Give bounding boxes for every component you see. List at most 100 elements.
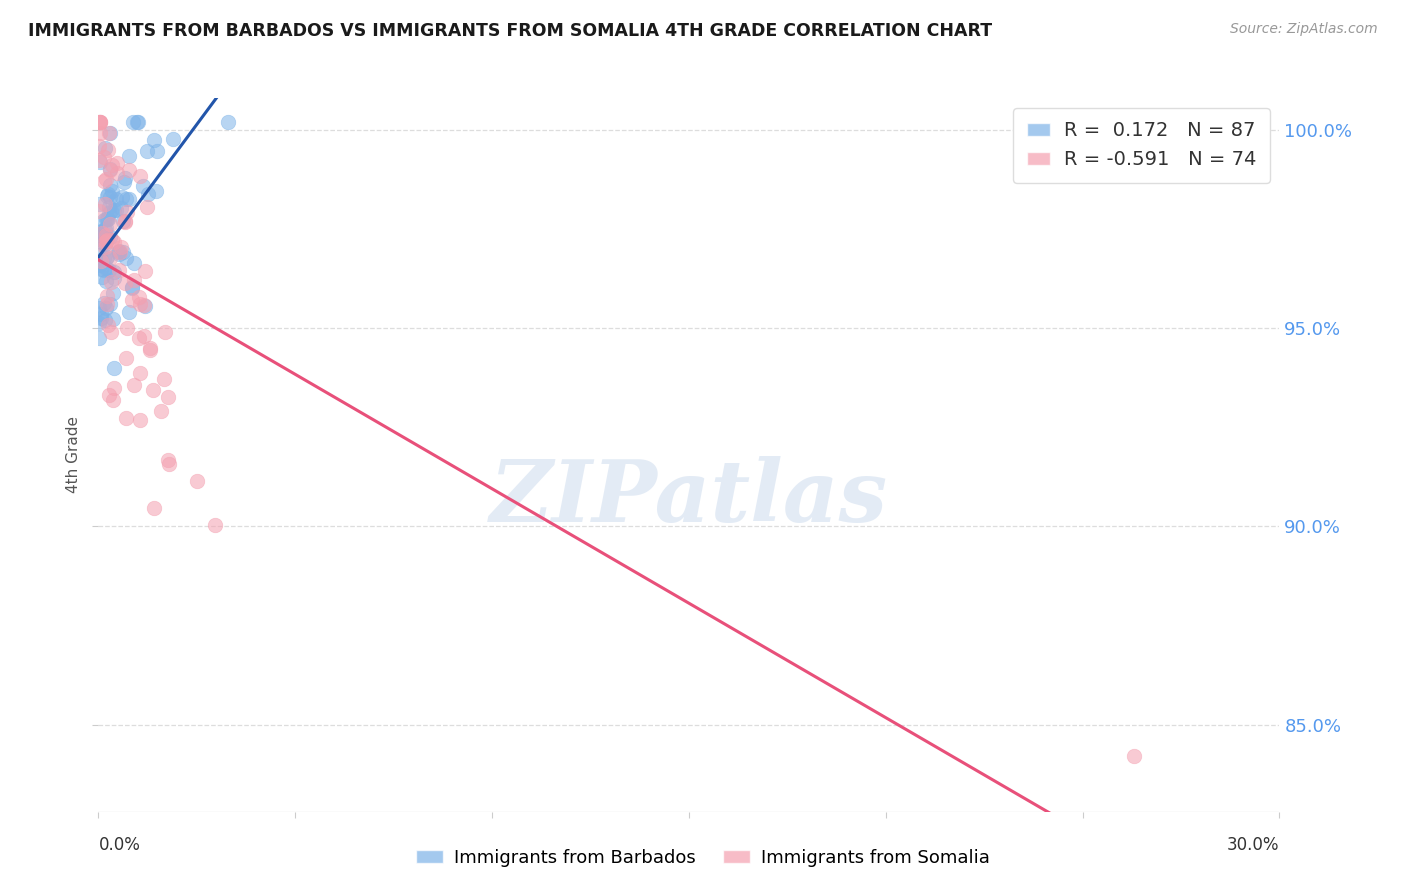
Point: [90, 252, 112, 267]
Point: [89, 316, 111, 330]
Point: [98, 263, 121, 277]
Point: [115, 351, 138, 366]
Point: [93, 150, 115, 164]
Point: [89, 115, 111, 129]
Point: [101, 393, 124, 408]
Point: [94, 221, 117, 235]
Point: [93, 262, 115, 277]
Point: [89, 330, 111, 344]
Point: [108, 263, 131, 277]
Point: [96, 211, 118, 226]
Point: [97, 186, 120, 201]
Point: [107, 247, 129, 261]
Point: [114, 215, 136, 229]
Point: [93, 230, 115, 244]
Point: [96, 260, 118, 275]
Point: [98, 205, 121, 219]
Point: [98, 297, 121, 311]
Point: [121, 279, 143, 293]
Point: [93, 213, 115, 227]
Point: [145, 185, 167, 199]
Point: [93, 295, 115, 310]
Point: [128, 290, 150, 304]
Point: [89, 115, 111, 129]
Point: [93, 197, 115, 211]
Point: [118, 192, 141, 206]
Point: [136, 200, 159, 214]
Point: [132, 179, 155, 194]
Point: [90, 229, 112, 244]
Point: [153, 372, 176, 386]
Point: [89, 248, 111, 262]
Point: [93, 174, 115, 188]
Point: [129, 366, 152, 380]
Point: [94, 301, 117, 315]
Point: [90, 307, 112, 321]
Point: [87, 301, 110, 315]
Point: [121, 281, 143, 295]
Point: [128, 413, 150, 427]
Point: [96, 251, 118, 265]
Point: [98, 251, 121, 265]
Point: [115, 192, 138, 206]
Point: [89, 115, 111, 129]
Point: [156, 453, 179, 467]
Point: [98, 126, 121, 140]
Point: [204, 518, 226, 533]
Text: ZIPatlas: ZIPatlas: [489, 456, 889, 540]
Point: [98, 230, 121, 244]
Point: [1122, 749, 1144, 764]
Point: [103, 202, 125, 217]
Point: [94, 140, 117, 154]
Point: [101, 234, 124, 248]
Point: [90, 254, 112, 268]
Text: 0.0%: 0.0%: [98, 836, 141, 854]
Point: [105, 156, 128, 170]
Point: [153, 325, 176, 339]
Point: [87, 139, 110, 153]
Point: [108, 245, 131, 260]
Point: [98, 217, 121, 231]
Point: [104, 192, 127, 206]
Point: [136, 144, 159, 158]
Text: IMMIGRANTS FROM BARBADOS VS IMMIGRANTS FROM SOMALIA 4TH GRADE CORRELATION CHART: IMMIGRANTS FROM BARBADOS VS IMMIGRANTS F…: [28, 22, 993, 40]
Point: [101, 312, 124, 326]
Point: [98, 200, 121, 214]
Point: [114, 277, 136, 291]
Point: [89, 155, 111, 169]
Point: [110, 202, 132, 216]
Point: [156, 390, 179, 404]
Point: [90, 261, 112, 276]
Point: [96, 274, 118, 288]
Point: [134, 264, 156, 278]
Point: [96, 172, 118, 186]
Point: [89, 256, 111, 270]
Point: [122, 273, 145, 287]
Point: [115, 411, 138, 425]
Point: [112, 213, 135, 227]
Text: 30.0%: 30.0%: [1227, 836, 1279, 854]
Point: [114, 251, 136, 265]
Point: [132, 297, 155, 311]
Point: [89, 115, 111, 129]
Point: [125, 115, 148, 129]
Point: [93, 240, 115, 254]
Point: [96, 189, 118, 203]
Point: [100, 275, 122, 289]
Legend: Immigrants from Barbados, Immigrants from Somalia: Immigrants from Barbados, Immigrants fro…: [409, 842, 997, 874]
Point: [136, 186, 159, 201]
Point: [90, 311, 112, 326]
Point: [117, 305, 139, 319]
Point: [110, 240, 132, 254]
Point: [217, 115, 239, 129]
Point: [94, 312, 117, 326]
Point: [128, 331, 150, 345]
Point: [100, 163, 122, 178]
Point: [114, 213, 136, 227]
Point: [111, 245, 134, 260]
Point: [101, 184, 124, 198]
Point: [89, 127, 111, 141]
Point: [97, 143, 120, 157]
Point: [112, 175, 135, 189]
Point: [101, 285, 124, 300]
